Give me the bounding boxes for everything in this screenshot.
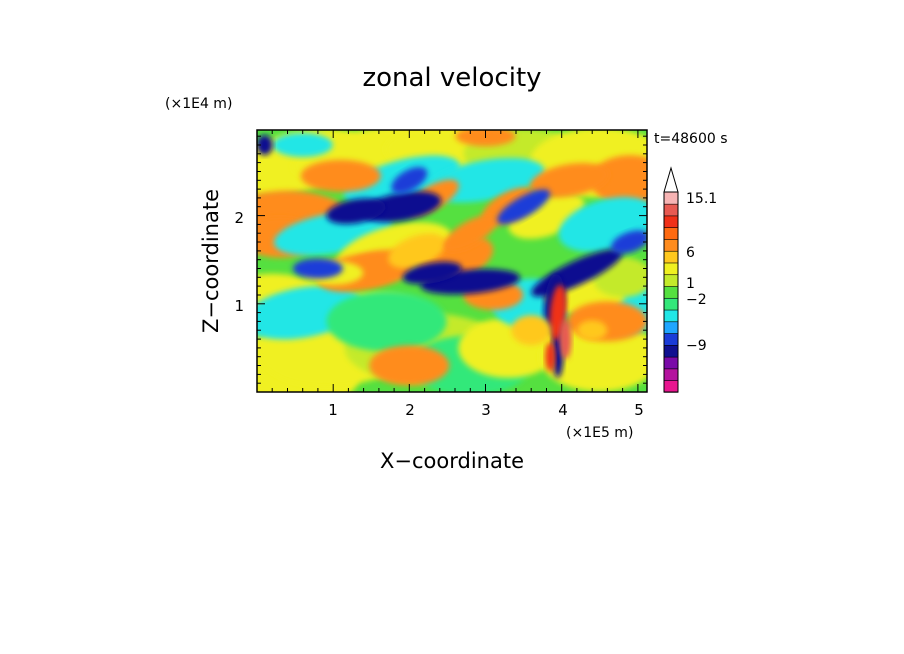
colorbar-segment — [663, 344, 679, 358]
colorbar-segment — [663, 250, 679, 264]
colorbar-segment — [663, 215, 679, 228]
heatmap-blob — [402, 261, 462, 285]
y-axis-label: Z−coordinate — [199, 189, 223, 333]
colorbar-segment — [663, 274, 679, 287]
colorbar-frame — [663, 191, 679, 393]
heatmap-blob — [362, 191, 442, 223]
heatmap-blob — [545, 341, 556, 372]
colorbar-segment — [663, 226, 679, 240]
colorbar-tick-label: 15.1 — [686, 191, 717, 207]
time-label: t=48600 s — [654, 131, 728, 147]
colorbar-segment — [663, 238, 679, 252]
x-tick-label: 2 — [405, 401, 415, 419]
colorbar-segment — [663, 297, 679, 311]
colorbar-tick-label: −2 — [686, 292, 707, 308]
colorbar-segment — [663, 309, 679, 323]
heatmap-blob — [292, 258, 343, 279]
axis-ticks — [257, 130, 647, 392]
colorbar-tick-label: −9 — [686, 338, 707, 354]
heatmap-blob — [443, 214, 497, 252]
colorbar-segment — [663, 332, 679, 346]
colorbar-segment — [663, 203, 679, 217]
y-tick-label: 1 — [234, 297, 244, 315]
heatmap-blob — [511, 315, 552, 346]
colorbar — [663, 166, 679, 393]
x-tick-label: 1 — [328, 401, 338, 419]
y-tick-label: 2 — [234, 209, 244, 227]
colorbar-segment — [663, 262, 679, 276]
colorbar-segment — [663, 285, 679, 299]
x-unit-label: (×1E5 m) — [566, 425, 633, 441]
heatmap-blob — [388, 233, 446, 269]
heatmap-blob — [272, 133, 333, 157]
x-tick-label: 4 — [558, 401, 568, 419]
heatmap-field — [257, 130, 647, 392]
heatmap-blob — [611, 230, 647, 254]
heatmap-blob — [300, 159, 381, 192]
heatmap-blob — [497, 189, 551, 225]
plot-frame — [256, 129, 648, 393]
heatmap-blob — [326, 198, 386, 225]
heatmap-blob — [391, 167, 428, 194]
colorbar-overflow-arrow — [663, 166, 679, 193]
heatmap-blob — [326, 291, 447, 352]
heatmap-blob — [257, 135, 273, 155]
x-axis-label: X−coordinate — [380, 449, 524, 473]
y-unit-label: (×1E4 m) — [165, 96, 232, 112]
x-tick-label: 3 — [481, 401, 491, 419]
colorbar-tick-label: 1 — [686, 276, 695, 292]
chart-title: zonal velocity — [362, 63, 541, 93]
x-tick-label: 5 — [634, 401, 644, 419]
colorbar-segment — [663, 191, 679, 205]
colorbar-segment — [663, 321, 679, 334]
heatmap-blob — [529, 163, 609, 198]
heatmap-blob — [559, 319, 572, 360]
heatmap-blob — [577, 320, 608, 341]
heatmap-blobs — [257, 130, 647, 392]
colorbar-segment — [663, 379, 679, 393]
colorbar-segment — [663, 356, 679, 370]
heatmap-blob — [455, 130, 516, 147]
colorbar-segment — [663, 368, 679, 381]
colorbar-tick-label: 6 — [686, 245, 695, 261]
heatmap-blob — [369, 345, 450, 386]
